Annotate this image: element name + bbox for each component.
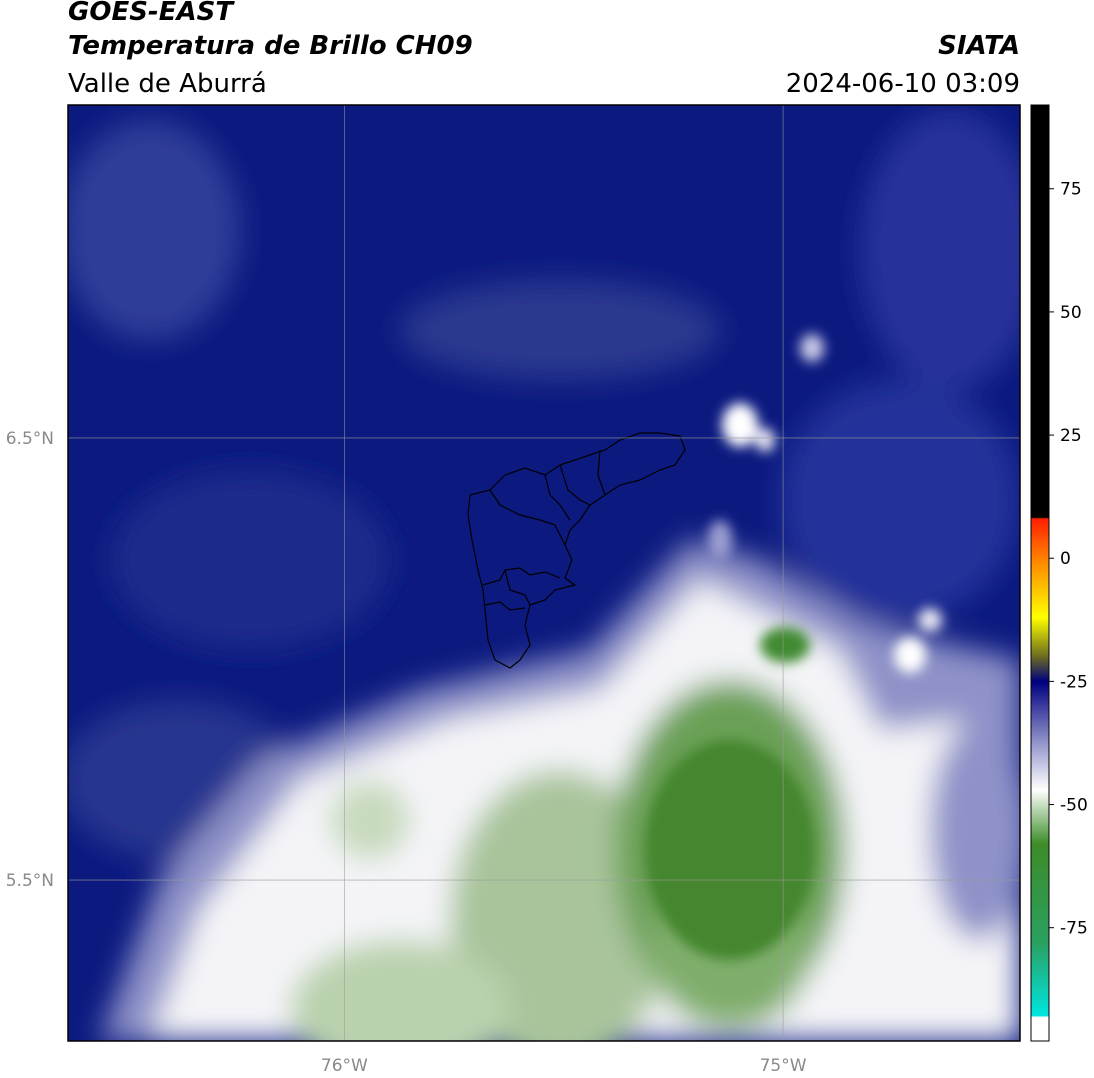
y-tick-label: 5.5°N bbox=[6, 871, 54, 891]
region: Valle de Aburrá bbox=[68, 69, 267, 99]
map-frame bbox=[67, 104, 1021, 1042]
grid bbox=[68, 105, 1020, 1041]
colorbar-tick-label: -25 bbox=[1060, 672, 1088, 692]
datetime: 2024-06-10 03:09 bbox=[786, 69, 1020, 99]
colorbar-tick-label: 50 bbox=[1060, 303, 1082, 323]
y-tick-label: 6.5°N bbox=[6, 429, 54, 449]
agency: SIATA bbox=[938, 31, 1020, 61]
colorbar-tick-label: 25 bbox=[1060, 426, 1082, 446]
colorbar-tick-label: -50 bbox=[1060, 796, 1088, 816]
colorbar-tick-label: 0 bbox=[1060, 549, 1071, 569]
municipality-outline bbox=[467, 432, 686, 669]
satellite-image bbox=[68, 105, 1020, 1041]
colorbar-tick-label: -75 bbox=[1060, 919, 1088, 939]
x-tick-label: 76°W bbox=[321, 1056, 368, 1076]
x-tick-label: 75°W bbox=[760, 1056, 807, 1076]
colorbar-frame bbox=[1030, 104, 1050, 1042]
colorbar bbox=[1031, 105, 1049, 1041]
colorbar-tick-label: 75 bbox=[1060, 180, 1082, 200]
subtitle: Temperatura de Brillo CH09 bbox=[68, 31, 473, 61]
title: GOES-EAST bbox=[68, 0, 235, 27]
